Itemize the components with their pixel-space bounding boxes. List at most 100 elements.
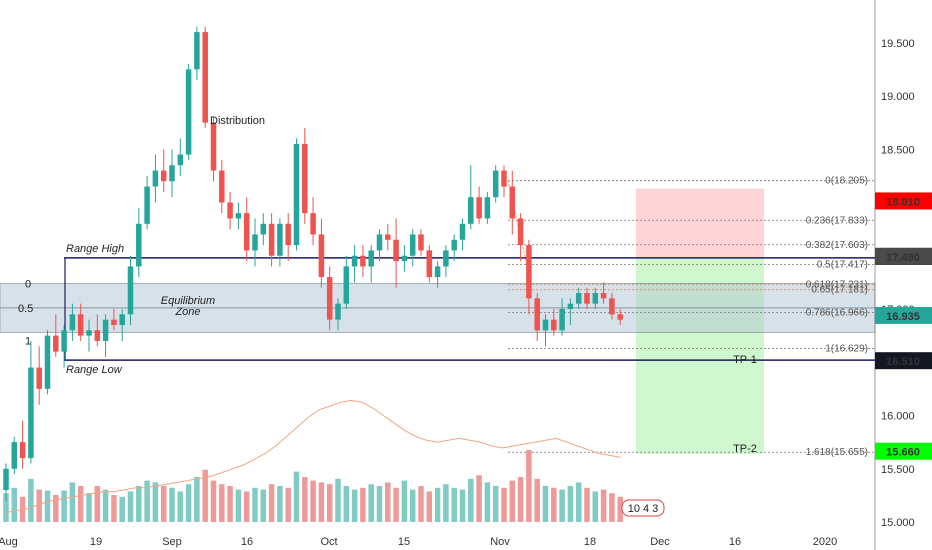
volume-bar (351, 489, 358, 522)
volume-bar (86, 493, 92, 522)
candle-body (476, 197, 482, 219)
candle-body (609, 298, 615, 315)
volume-bar (185, 484, 192, 522)
volume-bar (44, 490, 51, 522)
candle-body (127, 266, 134, 315)
eq-level-label: 0.5 (18, 303, 33, 315)
volume-bar (318, 482, 325, 522)
volume-bar (260, 489, 267, 522)
candle-body (368, 250, 374, 267)
volume-bar (102, 489, 109, 522)
candle-body (53, 335, 59, 352)
candle-body (393, 239, 399, 262)
volume-bar (385, 482, 391, 522)
symbol-badge-label: 10 4 3 (628, 503, 659, 515)
volume-bar (534, 478, 540, 522)
candle-body (534, 298, 540, 331)
volume-bar (617, 496, 623, 522)
range-low-label: Range Low (66, 364, 123, 376)
volume-bar (169, 487, 175, 522)
volume-bar (575, 482, 582, 522)
volume-bar (293, 471, 300, 522)
volume-bar (252, 487, 258, 522)
volume-bar (492, 486, 499, 522)
fib-level-label: 0.236(17.833) (806, 215, 868, 226)
fib-trend-line (507, 180, 528, 266)
candle-body (235, 213, 242, 219)
candle-body (401, 255, 408, 262)
candle-body (335, 303, 341, 320)
stop-loss-zone (636, 188, 764, 258)
price-badge-label: 18.010 (886, 196, 920, 208)
candle-body (501, 170, 507, 187)
volume-bar (219, 484, 225, 522)
volume-bar (600, 489, 607, 522)
range-high-label: Range High (66, 243, 124, 255)
candle-body (551, 319, 557, 331)
candle-body (36, 367, 42, 389)
candle-body (418, 234, 424, 251)
candle-body (302, 143, 308, 214)
x-tick-label: 16 (241, 536, 253, 548)
candle-body (227, 202, 233, 219)
tp2-label: TP-2 (733, 443, 757, 455)
x-tick-label: Dec (650, 536, 670, 548)
volume-bar (592, 491, 599, 522)
price-badge-label: 16.510 (886, 356, 920, 368)
candle-body (260, 223, 267, 235)
candle-body (202, 32, 208, 123)
fib-level-label: 0.786(16.966) (806, 308, 868, 319)
candle-body (426, 250, 433, 278)
volume-bar (609, 493, 615, 522)
candle-body (194, 32, 200, 70)
y-tick-label: 15.500 (881, 464, 915, 476)
price-badge (875, 247, 932, 265)
volume-bar (434, 487, 441, 522)
candle-body (111, 319, 117, 325)
eq-level-label: 1 (25, 335, 31, 347)
candle-body (61, 330, 67, 352)
fib-level-label: 1(16.629) (825, 344, 868, 355)
volume-bar (443, 484, 449, 522)
candle-body (169, 165, 175, 182)
candle-body (559, 309, 565, 331)
candle-body (484, 197, 491, 219)
candle-body (376, 234, 383, 251)
candle-body (102, 319, 109, 341)
volume-bar (418, 486, 424, 522)
candle-body (526, 245, 532, 299)
volume-bar (393, 487, 399, 522)
candle-body (293, 143, 300, 246)
volume-bar (69, 482, 76, 522)
candle-body (19, 442, 26, 459)
volume-bar (202, 469, 208, 522)
candle-body (567, 303, 574, 309)
volume-bar (94, 486, 101, 522)
x-tick-label: 16 (729, 536, 741, 548)
candle-body (617, 314, 623, 320)
volume-bar (36, 489, 42, 522)
candle-body (434, 266, 441, 278)
price-badge (875, 192, 932, 210)
price-badge (875, 442, 932, 460)
candle-body (542, 319, 549, 331)
volume-bar (136, 486, 142, 522)
volume-bar (61, 490, 67, 522)
y-tick-label: 19.500 (881, 38, 915, 50)
candle-body (69, 314, 76, 331)
candle-body (351, 255, 358, 267)
fib-level-label: 0.65(17.181) (811, 285, 868, 296)
volume-bar (501, 487, 507, 522)
eq-level-label: 0 (25, 278, 31, 290)
candle-body (443, 250, 449, 267)
y-tick-label: 15.000 (881, 517, 915, 529)
volume-bar (476, 475, 482, 522)
candle-body (11, 442, 18, 469)
candle-body (177, 154, 184, 166)
candle-body (243, 213, 250, 251)
volume-bar (268, 484, 275, 522)
volume-ma-line (5, 399, 622, 513)
price-badge-label: 15.660 (886, 447, 920, 459)
volume-bar (243, 491, 250, 522)
